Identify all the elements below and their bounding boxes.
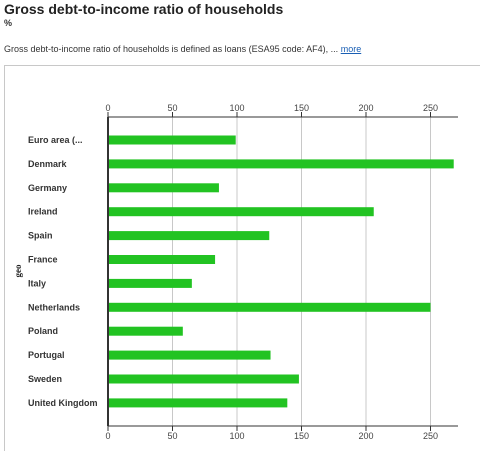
x-tick-label-top: 250: [423, 103, 438, 113]
category-label: Sweden: [28, 374, 62, 384]
bar: [108, 350, 271, 360]
bar: [108, 278, 192, 288]
x-tick-label-bottom: 250: [423, 431, 438, 441]
bar: [108, 183, 219, 193]
more-link[interactable]: more: [340, 44, 362, 54]
x-tick-label-top: 100: [229, 103, 244, 113]
bar: [108, 255, 216, 264]
x-tick-label-bottom: 0: [105, 431, 110, 441]
bar: [108, 207, 374, 217]
x-tick-label-bottom: 50: [167, 431, 177, 441]
y-axis-title: geo: [13, 264, 23, 277]
category-label: Denmark: [28, 159, 68, 169]
category-label: Poland: [28, 326, 58, 336]
category-label: Ireland: [28, 207, 58, 217]
category-label: Euro area (...: [28, 135, 83, 145]
bar: [108, 302, 431, 312]
bar: [108, 135, 236, 145]
bar: [108, 326, 183, 336]
category-label: United Kingdom: [28, 398, 98, 408]
x-tick-label-bottom: 100: [229, 431, 244, 441]
category-label: Netherlands: [28, 302, 80, 312]
bar: [108, 374, 299, 384]
x-tick-label-top: 150: [294, 103, 309, 113]
x-tick-label-bottom: 200: [358, 431, 373, 441]
x-tick-label-bottom: 150: [294, 431, 309, 441]
description: Gross debt-to-income ratio of households…: [4, 44, 361, 54]
chart-frame: [4, 65, 480, 451]
x-tick-label-top: 200: [358, 103, 373, 113]
category-label: Germany: [28, 183, 67, 193]
category-label: Portugal: [28, 350, 65, 360]
bar: [108, 231, 270, 241]
category-label: Italy: [28, 278, 46, 288]
bar: [108, 159, 454, 169]
bar: [108, 398, 288, 408]
chart-title: Gross debt-to-income ratio of households: [4, 1, 284, 17]
category-label: France: [28, 255, 58, 265]
description-text: Gross debt-to-income ratio of households…: [4, 44, 339, 54]
category-label: Spain: [28, 231, 53, 241]
x-tick-label-top: 50: [167, 103, 177, 113]
x-tick-label-top: 0: [105, 103, 110, 113]
unit-label: %: [4, 18, 13, 28]
